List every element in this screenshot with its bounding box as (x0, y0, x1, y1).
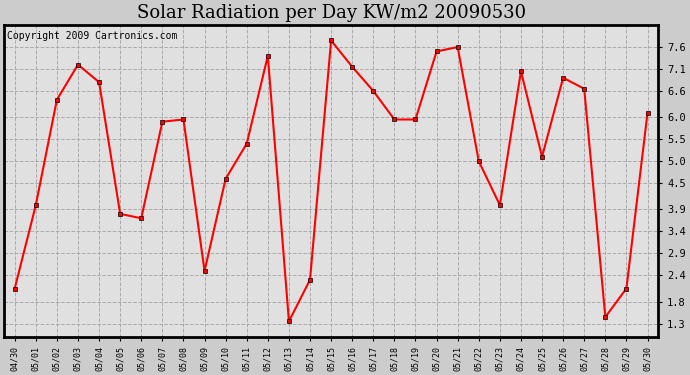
Text: Copyright 2009 Cartronics.com: Copyright 2009 Cartronics.com (8, 32, 178, 41)
Title: Solar Radiation per Day KW/m2 20090530: Solar Radiation per Day KW/m2 20090530 (137, 4, 526, 22)
